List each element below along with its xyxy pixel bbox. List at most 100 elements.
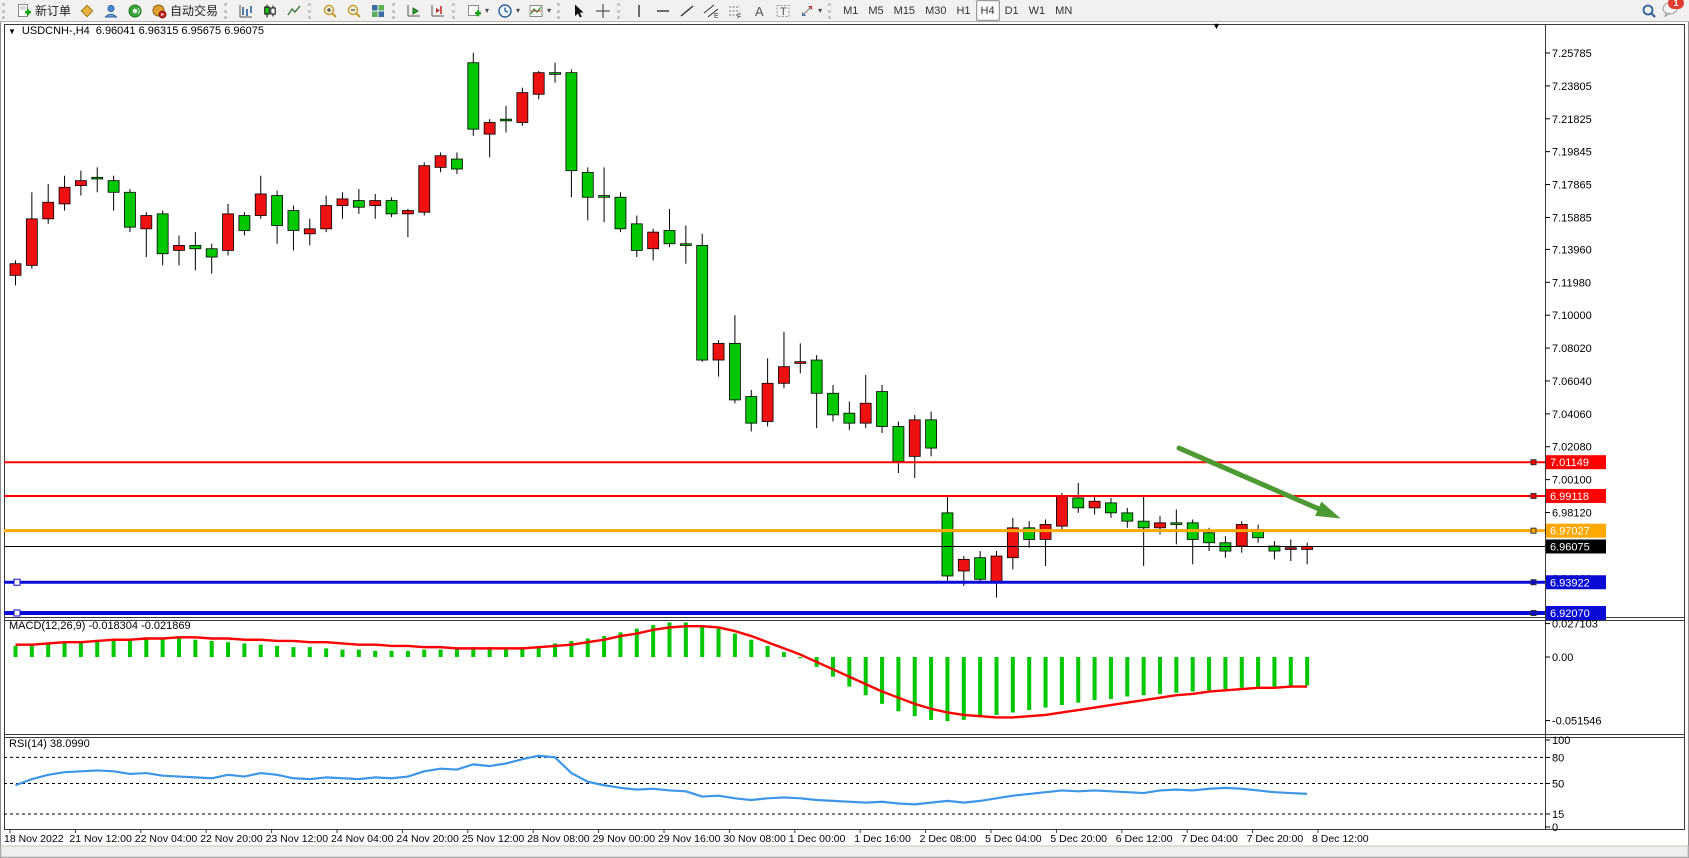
candle [401,210,414,215]
equidistant-channel-button[interactable]: E [699,0,723,21]
search-button[interactable] [1637,0,1661,21]
new-order-button[interactable]: 新订单 [12,0,75,21]
main-toolbar: 新订单 自动交易 [0,0,1689,22]
toolbar-separator [452,2,460,19]
cursor-button[interactable] [567,0,591,21]
arrows-button[interactable]: ▾ [795,0,826,21]
hline-handle[interactable] [1530,492,1537,499]
zoom-out-button[interactable] [342,0,366,21]
chart-menu-arrow-icon[interactable]: ▼ [1212,21,1221,31]
candle [1203,532,1215,544]
timeframe-m5-button[interactable]: M5 [868,4,884,17]
candle [91,176,104,180]
macd-bar [226,642,231,657]
chart-symbol-period: USDCNH-,H4 [21,25,90,37]
tile-windows-button[interactable] [366,0,390,21]
indicators-button[interactable]: ▾ [524,0,555,21]
timeframe-h4-button[interactable]: H4 [975,0,1000,21]
autotrade-button[interactable]: 自动交易 [147,0,222,21]
date-label: 6 Dec 12:00 [1116,833,1173,845]
trend-arrow[interactable] [1176,445,1331,516]
candlestick-button[interactable] [258,0,282,21]
macd-bar [863,657,868,696]
date-label: 1 Dec 16:00 [854,833,911,845]
hline-handle[interactable] [1530,579,1537,586]
horizontal-line-button[interactable] [651,0,675,21]
candle [1023,527,1036,540]
price-tick-label: 7.00100 [1552,475,1592,487]
toolbar-separator [392,2,400,19]
candle [1121,512,1134,522]
bar-chart-button[interactable] [234,0,258,21]
candle [1137,520,1150,529]
candle [532,72,545,95]
price-tick-label: 7.21825 [1552,114,1592,126]
line-chart-button[interactable] [282,0,306,21]
signals-button[interactable] [123,0,147,21]
zoom-in-button[interactable] [318,0,342,21]
macd-bar [667,622,672,657]
chart-shift-button[interactable] [426,0,450,21]
vertical-line-button[interactable] [627,0,651,21]
new-order-icon [16,3,32,19]
macd-bar [831,657,835,677]
terminal-button[interactable] [99,0,123,21]
timeframe-d1-button[interactable]: D1 [1004,4,1019,17]
macd-bar [340,649,345,657]
fibonacci-button[interactable]: F [723,0,747,21]
candle [467,62,480,130]
candle [287,210,300,231]
candlestick-icon [262,3,278,19]
candle [647,231,660,250]
price-tick-label: 7.23805 [1552,81,1592,93]
candle [336,198,349,206]
date-label: 22 Nov 04:00 [135,833,198,845]
crosshair-button[interactable] [591,0,615,21]
candle [630,223,643,251]
auto-scroll-button[interactable] [402,0,426,21]
trendline-button[interactable] [675,0,699,21]
hline-left-handle[interactable] [13,609,21,617]
candle [1056,495,1068,527]
hline-handle[interactable] [1530,459,1537,466]
tag-button[interactable] [75,0,99,21]
timeframe-m1-button[interactable]: M1 [843,4,859,17]
period-clock-button[interactable]: ▾ [493,0,524,21]
timeframe-w1-button[interactable]: W1 [1028,4,1046,17]
svg-text:F: F [737,13,741,19]
timeframe-m15-button[interactable]: M15 [893,4,916,17]
notifications-button[interactable]: 1 [1661,0,1684,20]
chart-shift-icon [430,3,446,19]
candle [385,200,398,215]
macd-bar [1076,657,1081,703]
symbol-dropdown-icon[interactable]: ▼ [8,26,16,36]
timeframe-mn-button[interactable]: MN [1055,4,1073,17]
price-line-label-text: 6.96075 [1550,541,1590,553]
candle [483,122,496,135]
new-chart-button[interactable]: ▾ [462,0,493,21]
macd-bar [683,622,688,657]
text-label-button[interactable]: T [771,0,795,21]
macd-bar [324,648,329,657]
candle [1154,522,1166,529]
candle [614,196,627,230]
date-label: 24 Nov 04:00 [331,833,394,845]
text-button[interactable]: A [747,0,771,21]
zoom-in-icon [322,3,338,19]
signals-icon [127,3,143,19]
timeframe-m30-button[interactable]: M30 [925,4,947,17]
candle [663,230,676,245]
chart-header: ▼ USDCNH-,H4 6.96041 6.96315 6.95675 6.9… [8,25,264,37]
price-tick-label: 7.11980 [1552,277,1591,289]
hline-handle[interactable] [1530,527,1537,534]
date-label: 21 Nov 12:00 [69,833,132,845]
fibonacci-icon: F [727,3,743,19]
terminal-icon [103,3,119,19]
timeframe-h1-button[interactable]: H1 [956,4,971,17]
hline-handle[interactable] [1530,610,1537,617]
toolbar-separator [224,2,232,19]
macd-bar [373,650,378,657]
hline-left-handle[interactable] [13,578,21,586]
candle [156,213,169,255]
